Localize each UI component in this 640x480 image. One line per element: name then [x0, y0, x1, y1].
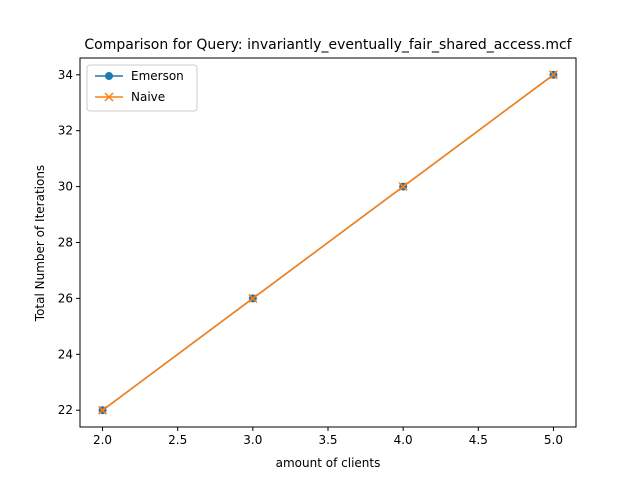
x-axis: 2.0 2.5 3.0 3.5 4.0 4.5 5.0 [93, 427, 563, 447]
x-marker-stroke [548, 70, 558, 80]
x-marker-stroke [98, 405, 108, 415]
y-axis: 22 24 26 28 30 32 34 [58, 68, 80, 417]
data-point [398, 182, 408, 192]
series-line [102, 74, 554, 411]
y-tick-label: 28 [58, 236, 73, 250]
y-tick-label: 30 [58, 180, 73, 194]
series-layer [98, 70, 558, 415]
data-point [548, 70, 558, 80]
legend-item-emerson: Emerson [95, 69, 184, 83]
y-tick-label: 32 [58, 124, 73, 138]
x-tick-label: 2.0 [93, 433, 112, 447]
x-tick-label: 4.0 [394, 433, 413, 447]
legend-marker [105, 72, 113, 80]
chart-title: Comparison for Query: invariantly_eventu… [84, 37, 572, 53]
y-tick-label: 34 [58, 68, 73, 82]
x-marker-stroke [104, 92, 114, 102]
series-naive [98, 70, 558, 415]
x-tick-label: 4.5 [469, 433, 488, 447]
y-tick-label: 24 [58, 347, 73, 361]
x-tick-label: 2.5 [168, 433, 187, 447]
data-point [98, 405, 108, 415]
y-tick-label: 26 [58, 291, 73, 305]
legend-label: Emerson [131, 69, 184, 83]
legend: Emerson Naive [86, 64, 198, 112]
legend-marker [104, 92, 114, 102]
x-tick-label: 3.5 [318, 433, 337, 447]
y-tick-label: 22 [58, 403, 73, 417]
legend-label: Naive [131, 90, 165, 104]
x-tick-label: 3.0 [243, 433, 262, 447]
y-axis-label: Total Number of Iterations [33, 165, 47, 322]
data-point [248, 293, 258, 303]
x-marker-stroke [398, 182, 408, 192]
legend-item-naive: Naive [95, 90, 165, 104]
x-tick-label: 5.0 [544, 433, 563, 447]
x-marker-stroke [248, 293, 258, 303]
x-axis-label: amount of clients [276, 456, 381, 470]
